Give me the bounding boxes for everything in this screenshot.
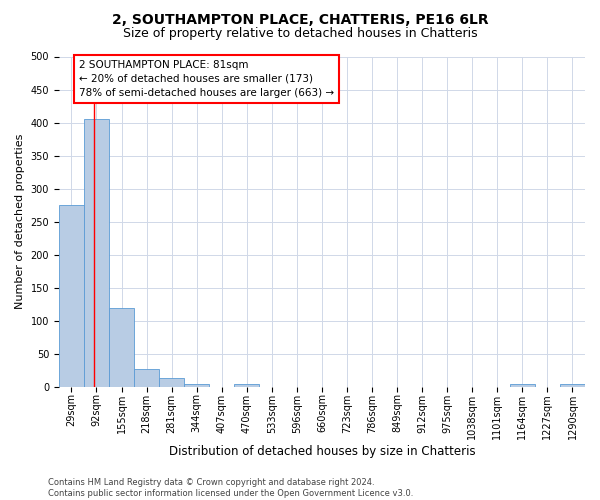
Text: Contains HM Land Registry data © Crown copyright and database right 2024.
Contai: Contains HM Land Registry data © Crown c… <box>48 478 413 498</box>
Text: Size of property relative to detached houses in Chatteris: Size of property relative to detached ho… <box>122 28 478 40</box>
Text: 2 SOUTHAMPTON PLACE: 81sqm
← 20% of detached houses are smaller (173)
78% of sem: 2 SOUTHAMPTON PLACE: 81sqm ← 20% of deta… <box>79 60 334 98</box>
Bar <box>134 368 159 387</box>
Bar <box>184 384 209 387</box>
Bar <box>59 206 84 387</box>
Bar <box>159 378 184 387</box>
Y-axis label: Number of detached properties: Number of detached properties <box>15 134 25 310</box>
X-axis label: Distribution of detached houses by size in Chatteris: Distribution of detached houses by size … <box>169 444 475 458</box>
Bar <box>560 384 585 387</box>
Bar <box>234 384 259 387</box>
Bar <box>510 384 535 387</box>
Bar <box>84 120 109 387</box>
Text: 2, SOUTHAMPTON PLACE, CHATTERIS, PE16 6LR: 2, SOUTHAMPTON PLACE, CHATTERIS, PE16 6L… <box>112 12 488 26</box>
Bar <box>109 308 134 387</box>
